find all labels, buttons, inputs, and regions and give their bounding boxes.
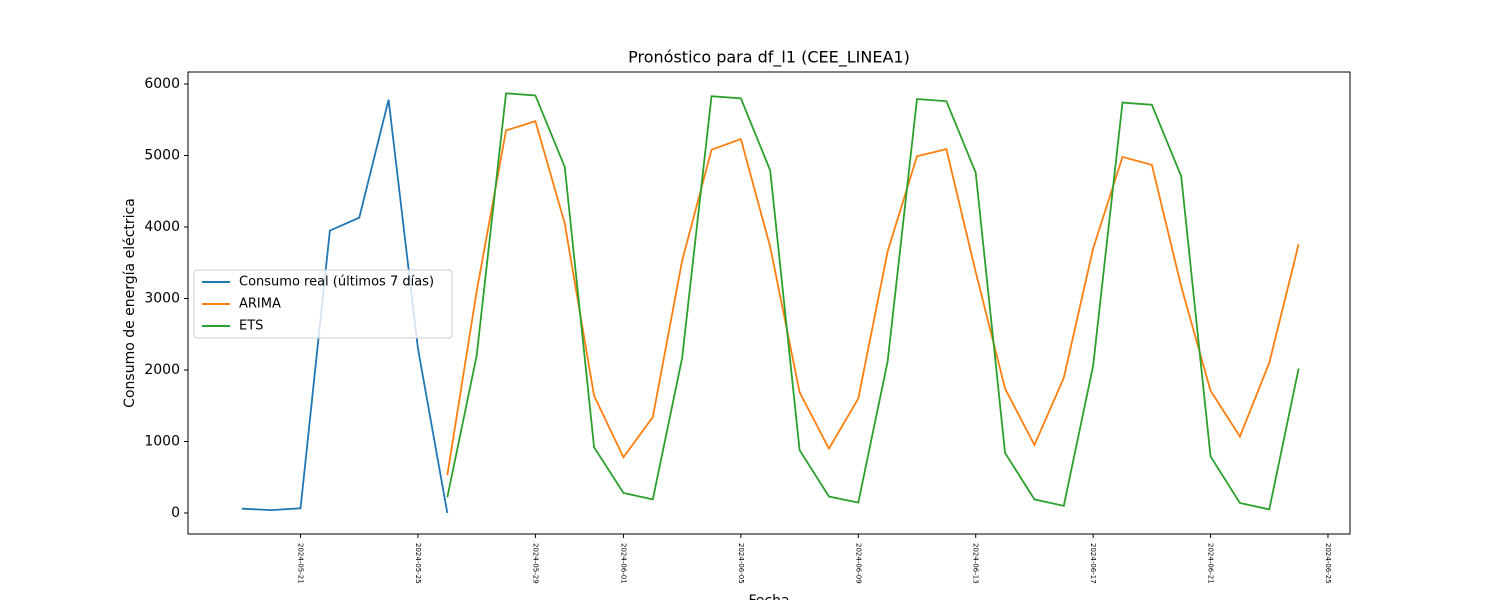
x-tick-label: 2024-05-21 (297, 543, 305, 584)
y-tick-label: 4000 (144, 219, 180, 235)
x-axis-label: Fecha (748, 593, 789, 600)
x-tick-label: 2024-05-29 (531, 543, 539, 584)
x-tick-label: 2024-06-17 (1089, 543, 1097, 584)
series-line (446, 120, 1300, 476)
y-tick-label: 3000 (144, 290, 180, 306)
y-tick-label: 5000 (144, 148, 180, 164)
y-tick-label: 0 (171, 505, 180, 521)
chart-title: Pronóstico para df_l1 (CEE_LINEA1) (628, 48, 910, 68)
x-tick-label: 2024-06-05 (737, 543, 745, 584)
y-tick-label: 1000 (144, 433, 180, 449)
series-line (446, 92, 1300, 511)
y-axis-label: Consumo de energía eléctrica (122, 198, 138, 408)
legend-label: ARIMA (239, 297, 281, 312)
legend: Consumo real (últimos 7 días) ARIMA ETS (193, 269, 453, 339)
plot-frame (187, 71, 1351, 535)
x-tick-label: 2024-06-01 (619, 543, 627, 584)
x-tick-label: 2024-06-13 (972, 543, 980, 584)
x-tick-label: 2024-06-21 (1207, 543, 1215, 584)
y-tick-label: 2000 (144, 362, 180, 378)
legend-box (193, 269, 453, 339)
x-tick-label: 2024-06-25 (1324, 543, 1332, 584)
legend-label: ETS (239, 319, 263, 334)
y-tick-label: 6000 (144, 76, 180, 92)
legend-label: Consumo real (últimos 7 días) (239, 275, 434, 290)
x-tick-label: 2024-06-09 (854, 543, 862, 584)
x-tick-label: 2024-05-25 (414, 543, 422, 584)
